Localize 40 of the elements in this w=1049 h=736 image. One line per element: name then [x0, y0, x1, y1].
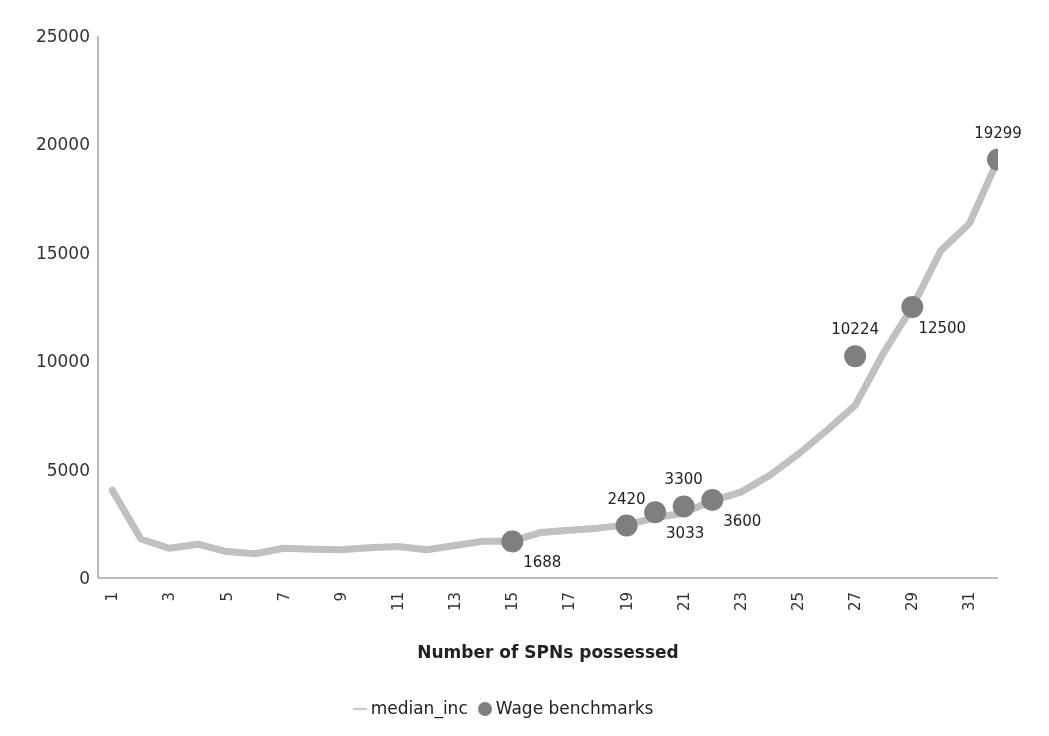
point	[844, 345, 867, 368]
data-label: 10224	[831, 320, 879, 339]
data-label: 1688	[523, 553, 562, 572]
x-tick-label: 27	[846, 592, 865, 612]
x-tick-label: 19	[617, 592, 636, 612]
x-tick-label: 11	[389, 592, 407, 612]
y-tick-label: 0	[79, 568, 90, 589]
data-label: 19299	[974, 123, 1022, 142]
point	[901, 296, 924, 318]
data-label: 3300	[664, 470, 703, 489]
x-tick-label: 13	[446, 592, 465, 612]
y-tick-label: 20000	[35, 134, 90, 155]
x-tick-label: 23	[731, 592, 750, 612]
y-tick-label: 15000	[35, 242, 90, 263]
x-tick-label: 5	[217, 592, 236, 602]
x-axis-title: Number of SPNs possessed	[417, 642, 679, 662]
x-tick-label: 7	[274, 592, 293, 602]
point	[501, 530, 524, 553]
data-label: 3600	[723, 511, 762, 530]
legend-label: median_inc	[370, 698, 468, 718]
x-tick-label: 17	[560, 592, 579, 612]
x-tick-label: 1	[103, 592, 122, 602]
legend-label: Wage benchmarks	[495, 698, 654, 718]
point	[644, 501, 667, 524]
x-tick-label: 3	[160, 592, 179, 602]
y-tick-label: 10000	[35, 351, 90, 372]
x-tick-label: 9	[331, 592, 350, 602]
point	[672, 495, 695, 518]
x-tick-label: 21	[674, 592, 693, 612]
point	[701, 488, 724, 511]
y-tick-label: 25000	[35, 26, 90, 47]
data-label: 3033	[666, 524, 705, 543]
data-label: 12500	[918, 319, 967, 337]
x-tick-label: 31	[960, 592, 979, 612]
point	[615, 514, 638, 537]
x-tick-label: 29	[903, 592, 922, 612]
data-label: 2420	[607, 489, 646, 508]
x-tick-label: 25	[789, 592, 807, 612]
y-tick-label: 5000	[46, 459, 90, 480]
x-tick-label: 15	[503, 592, 522, 612]
